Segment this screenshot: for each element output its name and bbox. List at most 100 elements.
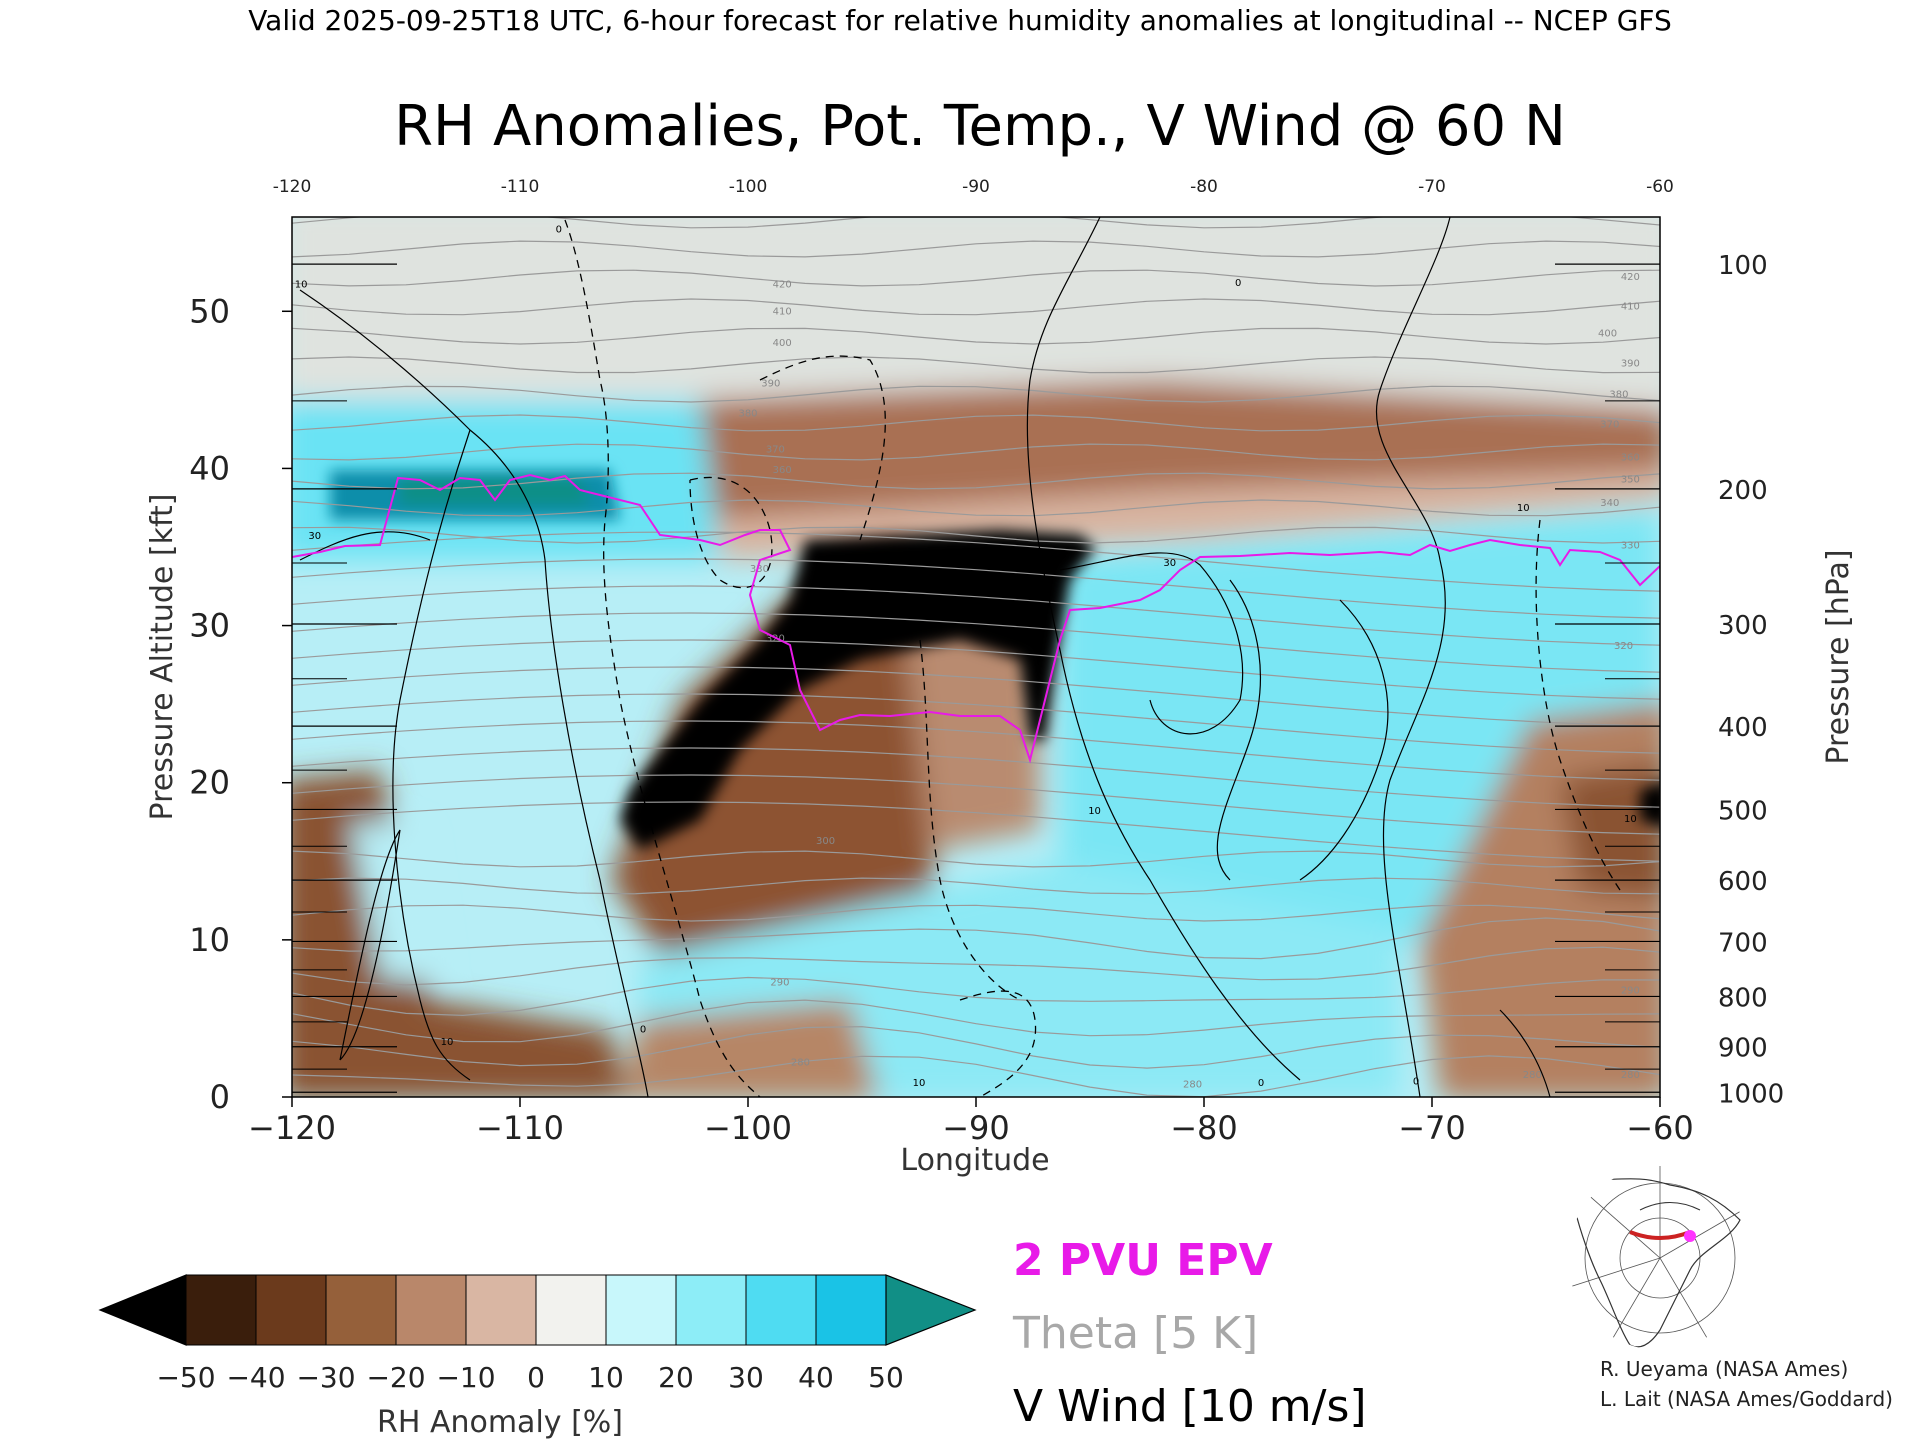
wind-contour-negative	[564, 219, 761, 1097]
x-top-tick-label: -110	[501, 177, 540, 197]
wind-contour	[1026, 217, 1301, 1081]
wind-label: 10	[295, 280, 308, 291]
colorbar-tick-label: −20	[366, 1361, 425, 1394]
y-tick-label: 40	[189, 449, 230, 487]
x-tick-label: −120	[248, 1109, 336, 1147]
legend-epv: 2 PVU EPV	[1013, 1235, 1273, 1286]
theta-label: 330	[750, 564, 769, 575]
colorbar-bin	[325, 1274, 397, 1346]
wind-contour-negative	[919, 639, 1021, 1001]
v-wind-negative-contours	[564, 219, 1621, 1097]
theta-label: 380	[1609, 390, 1628, 401]
theta-contour	[292, 499, 1660, 517]
x-top-tick-label: -100	[729, 177, 768, 197]
theta-label: 290	[770, 977, 789, 988]
theta-label: 390	[761, 379, 780, 390]
colorbar-tick-label: −40	[226, 1361, 285, 1394]
colorbar-tick-label: 0	[527, 1361, 545, 1394]
theta-label: 340	[1600, 498, 1619, 509]
theta-label: 300	[816, 836, 835, 847]
y-tick-label: 50	[189, 292, 230, 330]
theta-contour	[292, 327, 1660, 345]
theta-contour-labels: 4204104003903803703603303203002902804204…	[738, 272, 1639, 1091]
pressure-tick-label: 300	[1718, 611, 1768, 641]
colorbar-bin	[815, 1274, 887, 1346]
theta-contour	[292, 526, 1660, 544]
theta-label: 420	[773, 280, 792, 291]
wind-contour-negative	[959, 990, 1037, 1097]
north-america-locator-map	[1568, 1166, 1752, 1350]
wind-contour	[1375, 217, 1451, 1097]
x-tick-label: −80	[1170, 1109, 1238, 1147]
v-wind-contours	[299, 217, 1551, 1097]
colorbar-under-arrow	[98, 1274, 187, 1346]
theta-contour	[292, 558, 1660, 619]
x-tick-label: −60	[1626, 1109, 1694, 1147]
y-axis-label: Pressure Altitude [kft]	[145, 494, 180, 821]
wind-contour-negative	[759, 355, 886, 541]
pressure-tick-label: 700	[1718, 928, 1768, 958]
theta-contour	[292, 877, 1660, 895]
y-tick-label: 0	[210, 1078, 230, 1116]
theta-label: 420	[1621, 272, 1640, 283]
pressure-tick-label: 900	[1718, 1034, 1768, 1064]
wind-contour-negative	[689, 476, 773, 589]
colorbar-tick-label: 10	[588, 1361, 624, 1394]
wind-label: 10	[1624, 814, 1637, 825]
theta-contours	[292, 217, 1660, 1097]
pressure-axis-label: Pressure [hPa]	[1821, 549, 1856, 764]
legend: 2 PVU EPV Theta [5 K] V Wind [10 m/s]	[1012, 1235, 1367, 1432]
x-tick-label: −90	[942, 1109, 1010, 1147]
theta-contour	[292, 240, 1660, 258]
theta-label: 360	[1621, 453, 1640, 464]
theta-label: 410	[1621, 302, 1640, 313]
colorbar: −50 −40 −30 −20 −10 0 10 20 30 40 50	[98, 1274, 977, 1394]
credit-line-1: R. Ueyama (NASA Ames)	[1600, 1357, 1848, 1381]
theta-label: 350	[1621, 475, 1640, 486]
colorbar-tick-label: 40	[798, 1361, 834, 1394]
wind-label: 0	[1258, 1078, 1264, 1089]
wind-label: 0	[1413, 1076, 1419, 1087]
x-tick-label: −100	[704, 1109, 792, 1147]
colorbar-label: RH Anomaly [%]	[377, 1405, 623, 1440]
wind-contour	[299, 289, 649, 1097]
wind-contour	[1299, 599, 1389, 881]
pressure-tick-label: 100	[1718, 251, 1768, 281]
theta-contour	[292, 356, 1660, 374]
y-tick-label: 20	[189, 764, 230, 802]
theta-contour	[292, 1026, 1660, 1069]
theta-label: 370	[1600, 420, 1619, 431]
y-axis: 0 10 20 30 40 50	[189, 292, 292, 1116]
plot-area: 4204104003903803703603303203002902804204…	[291, 216, 1661, 1098]
theta-contour	[292, 298, 1660, 316]
theta-contour	[292, 976, 1660, 1017]
theta-label: 280	[1523, 1070, 1542, 1081]
theta-contour	[292, 801, 1660, 862]
x-axis: −120 −110 −100 −90 −80 −70 −60	[248, 1097, 1694, 1147]
wind-label: 10	[913, 1078, 926, 1089]
theta-label: 290	[1621, 985, 1640, 996]
colorbar-tick-label: −50	[156, 1361, 215, 1394]
theta-label: 280	[1621, 1070, 1640, 1081]
colorbar-bin	[395, 1274, 467, 1346]
pressure-tick-label: 600	[1718, 867, 1768, 897]
theta-contour	[292, 472, 1660, 490]
theta-contour	[292, 693, 1660, 754]
wind-label: 0	[640, 1025, 646, 1036]
theta-label: 400	[1598, 328, 1617, 339]
colorbar-over-arrow	[885, 1274, 977, 1346]
wind-label: 10	[441, 1037, 454, 1048]
theta-contour	[292, 385, 1660, 403]
colorbar-bin	[535, 1274, 607, 1346]
theta-label: 400	[773, 338, 792, 349]
theta-contour	[292, 747, 1660, 808]
x-axis-label: Longitude	[900, 1143, 1049, 1178]
wind-contour	[1216, 579, 1262, 881]
header-text: Valid 2025-09-25T18 UTC, 6-hour forecast…	[248, 4, 1672, 37]
x-top-tick-label: -60	[1646, 177, 1674, 197]
theta-contour	[292, 774, 1660, 835]
wind-contour	[392, 429, 471, 1081]
theta-contour	[292, 904, 1660, 922]
